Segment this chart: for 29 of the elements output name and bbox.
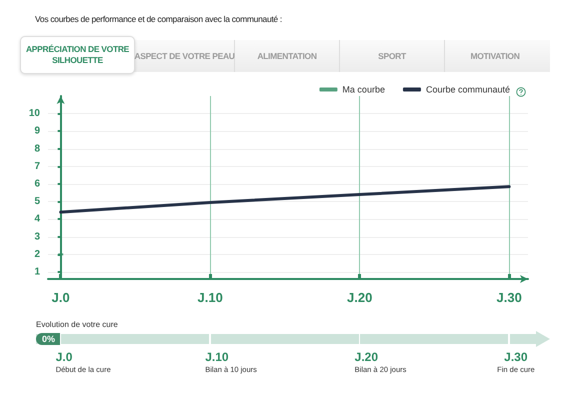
text: ASPECT DE VOTRE PEAU xyxy=(134,40,235,72)
y-tick-label: 6 xyxy=(34,178,40,190)
text: J.10 xyxy=(205,350,229,364)
y-tick-label: 4 xyxy=(34,214,40,225)
y-tick-label: 1 xyxy=(34,266,40,278)
text: J.0 xyxy=(56,350,72,364)
legend-label: Courbe communauté xyxy=(426,84,510,94)
text: J.20 xyxy=(354,350,378,364)
text: SPORT xyxy=(340,40,445,72)
text: Evolution de votre cure xyxy=(36,320,118,329)
y-tick-label: 9 xyxy=(34,126,40,137)
x-tick-label: J.10 xyxy=(198,290,223,305)
x-tick-label: J.20 xyxy=(347,290,372,305)
x-tick-label: J.0 xyxy=(52,290,70,305)
y-tick-label: 3 xyxy=(34,231,40,242)
chart-title: Vos courbes de performance et de comparaison avec la communauté : xyxy=(35,14,282,24)
line-series xyxy=(59,185,511,214)
y-tick-label: 2 xyxy=(34,248,40,260)
text: MOTIVATION xyxy=(469,50,521,62)
text: J.30 xyxy=(504,350,528,364)
text: 0% xyxy=(36,333,61,345)
y-tick-label: 10 xyxy=(28,108,40,120)
legend-label: Ma courbe xyxy=(342,84,385,94)
text: ALIMENTATION xyxy=(235,40,340,72)
text: APPRÉCIATION DE VOTRE SILHOUETTE xyxy=(20,36,135,74)
y-tick-label: 7 xyxy=(34,160,40,172)
y-tick-label: 8 xyxy=(34,143,40,154)
x-tick-label: J.30 xyxy=(496,290,522,305)
y-tick-label: 5 xyxy=(34,196,40,208)
